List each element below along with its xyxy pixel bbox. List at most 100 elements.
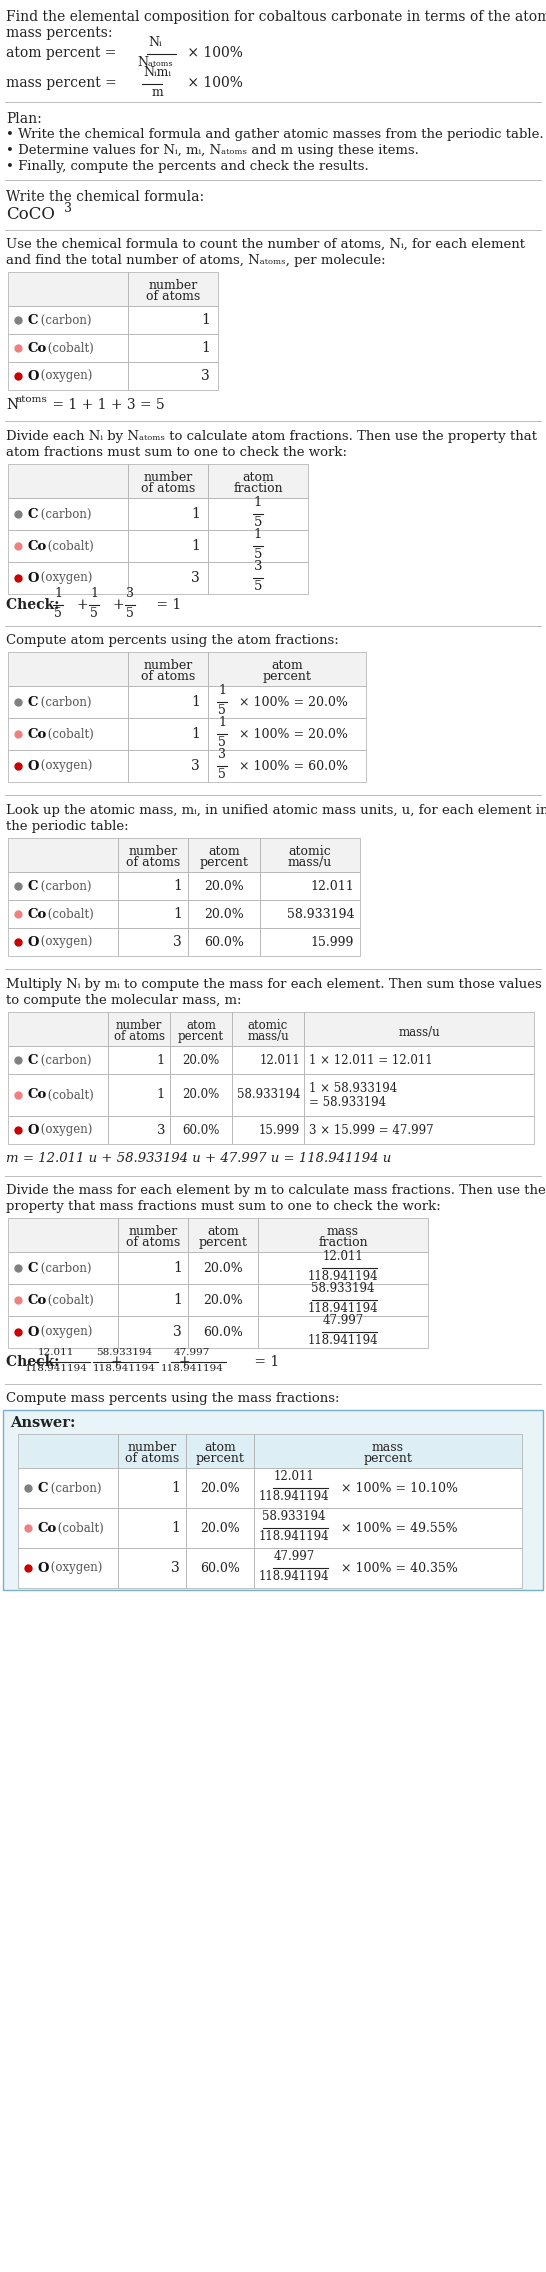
Text: atom: atom [204, 1440, 236, 1454]
Bar [208, 718, 366, 750]
Text: 1: 1 [254, 527, 262, 541]
Text: 1: 1 [171, 1520, 180, 1536]
Bar [186, 1509, 254, 1547]
Bar [8, 652, 128, 686]
Text: 1: 1 [173, 1261, 182, 1275]
Bar [128, 463, 208, 498]
Bar [128, 307, 218, 334]
Text: 3: 3 [254, 559, 262, 573]
Bar [208, 750, 366, 782]
Text: 118.941194: 118.941194 [308, 1334, 378, 1347]
Bar [170, 1075, 232, 1116]
Text: percent: percent [199, 857, 248, 868]
Text: 60.0%: 60.0% [203, 1325, 243, 1338]
Text: C: C [28, 314, 39, 327]
Text: 3: 3 [191, 759, 200, 772]
Text: atom: atom [186, 1020, 216, 1031]
Bar [260, 927, 360, 957]
Bar [208, 561, 308, 593]
Bar [18, 1468, 118, 1509]
Text: Nᵢ: Nᵢ [148, 36, 162, 50]
Bar [260, 900, 360, 927]
Text: 12.011: 12.011 [259, 1054, 300, 1066]
Text: 3: 3 [191, 570, 200, 584]
Text: (cobalt): (cobalt) [54, 1522, 104, 1534]
Text: mass/u: mass/u [398, 1027, 440, 1038]
Text: 1: 1 [171, 1481, 180, 1495]
Bar [208, 463, 308, 498]
Text: = 58.933194: = 58.933194 [309, 1095, 386, 1109]
Bar [188, 900, 260, 927]
Bar [254, 1434, 522, 1468]
Bar [118, 1547, 186, 1588]
Bar [304, 1045, 534, 1075]
Bar [188, 838, 260, 872]
Text: Check:: Check: [6, 598, 64, 611]
Text: (cobalt): (cobalt) [44, 341, 94, 354]
Bar [118, 872, 188, 900]
Text: atom: atom [271, 659, 303, 673]
Text: 20.0%: 20.0% [182, 1054, 219, 1066]
Bar [8, 1116, 108, 1145]
Text: 5: 5 [218, 704, 226, 718]
Text: 3 × 15.999 = 47.997: 3 × 15.999 = 47.997 [309, 1122, 434, 1136]
Bar [208, 652, 366, 686]
Bar [258, 1252, 428, 1284]
Text: × 100% = 40.35%: × 100% = 40.35% [337, 1561, 458, 1574]
Text: O: O [28, 573, 39, 584]
Bar [8, 900, 118, 927]
Text: number: number [144, 659, 193, 673]
Text: 1: 1 [191, 727, 200, 741]
Text: × 100% = 60.0%: × 100% = 60.0% [235, 759, 348, 772]
Bar [118, 1434, 186, 1468]
Text: O: O [28, 370, 39, 382]
Text: × 100% = 20.0%: × 100% = 20.0% [235, 727, 348, 741]
Text: 1: 1 [157, 1088, 165, 1102]
Bar [208, 498, 308, 529]
Text: fraction: fraction [233, 482, 283, 495]
Bar [232, 1045, 304, 1075]
Bar [258, 1315, 428, 1347]
Text: 1: 1 [201, 341, 210, 354]
Text: 20.0%: 20.0% [203, 1261, 243, 1275]
Text: Co: Co [28, 907, 48, 920]
Text: Co: Co [28, 538, 48, 552]
Text: +: + [110, 1354, 122, 1370]
Text: mass percents:: mass percents: [6, 25, 112, 41]
Text: +: + [112, 598, 123, 611]
Bar [254, 1547, 522, 1588]
Text: (oxygen): (oxygen) [37, 759, 92, 772]
Text: number: number [144, 470, 193, 484]
Text: atom: atom [208, 845, 240, 859]
Bar [118, 1509, 186, 1547]
Text: 5: 5 [54, 607, 62, 620]
Bar [118, 1218, 188, 1252]
Bar [254, 1468, 522, 1509]
Text: mass/u: mass/u [288, 857, 332, 868]
Text: 118.941194: 118.941194 [161, 1363, 223, 1372]
Bar [188, 1218, 258, 1252]
Bar [232, 1075, 304, 1116]
Text: C: C [28, 879, 39, 893]
Bar [170, 1116, 232, 1145]
Bar [188, 872, 260, 900]
Text: Divide the mass for each element by m to calculate mass fractions. Then use the: Divide the mass for each element by m to… [6, 1184, 546, 1197]
Text: Plan:: Plan: [6, 111, 41, 125]
Text: of atoms: of atoms [114, 1029, 164, 1043]
Text: of atoms: of atoms [125, 1452, 179, 1465]
Bar [118, 1315, 188, 1347]
Text: atom fractions must sum to one to check the work:: atom fractions must sum to one to check … [6, 445, 347, 459]
Bar [8, 307, 128, 334]
Bar [128, 498, 208, 529]
Bar [128, 361, 218, 391]
Text: (carbon): (carbon) [37, 507, 92, 520]
Text: 3: 3 [173, 936, 182, 950]
Text: 60.0%: 60.0% [182, 1122, 219, 1136]
Text: 118.941194: 118.941194 [259, 1490, 329, 1504]
Text: 5: 5 [90, 607, 98, 620]
Bar [128, 750, 208, 782]
Text: atom percent =: atom percent = [6, 45, 121, 59]
Text: percent: percent [195, 1452, 245, 1465]
Text: N: N [6, 398, 18, 411]
Bar [8, 1315, 118, 1347]
